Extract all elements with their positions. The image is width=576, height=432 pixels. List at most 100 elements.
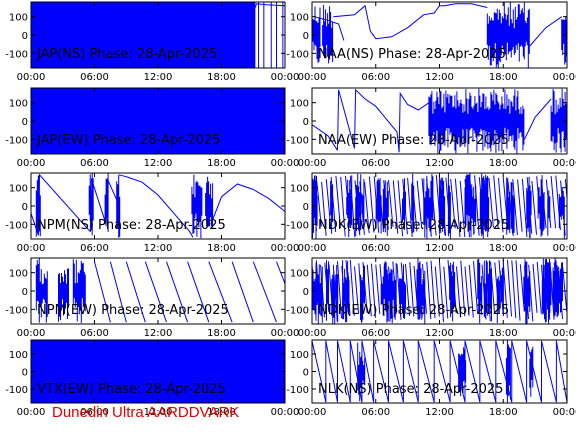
noise-strokes xyxy=(312,262,318,321)
x-tick-label: 00:00 xyxy=(298,243,327,254)
phase-wrap-segment xyxy=(555,340,567,403)
phase-series-line xyxy=(276,261,285,284)
y-tick-label: 0 xyxy=(22,287,28,298)
y-tick-label: 100 xyxy=(9,99,28,110)
noise-band xyxy=(31,88,285,154)
noise-strokes xyxy=(547,190,551,236)
phase-series-line xyxy=(109,261,127,323)
noise-strokes xyxy=(326,260,329,321)
noise-strokes xyxy=(439,179,446,235)
phase-wrap-segment xyxy=(373,340,389,403)
x-tick-label: 00:00 xyxy=(553,328,576,339)
panel-title: NDK(EW) Phase: 28-Apr-2025 xyxy=(318,303,509,318)
noise-strokes xyxy=(417,262,422,320)
noise-strokes xyxy=(35,175,41,237)
phase-wrap-segment xyxy=(337,340,351,403)
y-tick-label: 100 xyxy=(9,184,28,195)
phase-series-line xyxy=(187,261,210,323)
noise-strokes xyxy=(346,175,353,238)
x-tick-label: 18:00 xyxy=(207,328,236,339)
y-tick-label: 0 xyxy=(303,31,309,42)
phase-series-line xyxy=(231,261,254,323)
phase-series-line xyxy=(125,261,146,323)
x-tick-label: 06:00 xyxy=(80,243,109,254)
y-tick-label: -100 xyxy=(286,385,309,396)
noise-strokes xyxy=(537,175,545,237)
noise-strokes xyxy=(411,173,415,234)
plot-area xyxy=(31,2,285,68)
y-tick-label: -100 xyxy=(286,49,309,60)
y-tick-label: 0 xyxy=(303,117,309,128)
noise-strokes xyxy=(523,261,531,324)
plot-area xyxy=(312,173,567,239)
noise-strokes xyxy=(529,346,534,397)
phase-wrap-segment xyxy=(349,340,363,403)
phase-wrap-segment xyxy=(433,340,451,403)
noise-strokes xyxy=(477,258,483,324)
plot-area xyxy=(31,88,285,154)
phase-wrap-segment xyxy=(417,340,435,403)
x-tick-label: 00:00 xyxy=(271,243,300,254)
x-tick-label: 06:00 xyxy=(361,72,390,83)
phase-wrap-segment xyxy=(402,340,419,403)
panel-title: NLK(NS) Phase: 28-Apr-2025 xyxy=(318,382,503,397)
phase-series-line xyxy=(37,173,91,236)
phase-series-line xyxy=(313,16,345,41)
y-tick-label: -100 xyxy=(286,220,309,231)
noise-strokes xyxy=(561,17,567,65)
noise-strokes xyxy=(449,261,456,322)
y-tick-label: 0 xyxy=(22,202,28,213)
y-tick-label: 0 xyxy=(22,368,28,379)
y-tick-label: -100 xyxy=(286,135,309,146)
x-tick-label: 12:00 xyxy=(144,407,173,418)
x-tick-label: 00:00 xyxy=(298,328,327,339)
phase-series-line xyxy=(210,183,285,225)
panel-title: JAP(NS) Phase: 28-Apr-2025 xyxy=(36,47,217,62)
x-tick-label: 18:00 xyxy=(489,407,518,418)
noise-strokes xyxy=(322,4,334,64)
noise-strokes xyxy=(447,173,451,239)
x-tick-label: 06:00 xyxy=(361,243,390,254)
x-tick-label: 18:00 xyxy=(207,72,236,83)
y-tick-label: -100 xyxy=(5,305,28,316)
noise-strokes xyxy=(426,174,434,239)
noise-strokes xyxy=(423,175,429,238)
noise-strokes xyxy=(500,259,504,317)
phase-series-line xyxy=(354,88,400,153)
phase-series-line xyxy=(529,16,562,47)
noise-strokes xyxy=(486,2,530,68)
x-tick-label: 00:00 xyxy=(553,243,576,254)
x-tick-label: 00:00 xyxy=(553,407,576,418)
phase-series-line xyxy=(118,174,194,238)
plot-area xyxy=(31,173,285,239)
x-tick-label: 12:00 xyxy=(425,243,454,254)
noise-strokes xyxy=(496,270,501,323)
phase-wrap-segment xyxy=(526,340,542,403)
phase-panel: 100 0 -100 00:00 06:00 12:00 18:00 00:00 JAP(NS)… xyxy=(5,1,299,83)
phase-wrap-segment xyxy=(511,340,528,403)
noise-strokes xyxy=(58,268,69,322)
plot-area xyxy=(312,2,567,68)
phase-panel: 100 0 -100 00:00 06:00 12:00 18:00 00:00 NDK(EW)… xyxy=(286,172,576,254)
y-tick-label: 0 xyxy=(303,368,309,379)
plot-area xyxy=(312,340,567,403)
phase-series-line xyxy=(89,178,107,232)
phase-series-line xyxy=(312,124,338,151)
x-tick-label: 06:00 xyxy=(80,72,109,83)
x-tick-label: 18:00 xyxy=(489,243,518,254)
x-tick-label: 00:00 xyxy=(298,72,327,83)
y-tick-label: -100 xyxy=(5,135,28,146)
noise-strokes xyxy=(421,270,426,324)
panel-title: NAA(NS) Phase: 28-Apr-2025 xyxy=(318,47,506,62)
noise-strokes xyxy=(399,264,406,319)
x-tick-label: 06:00 xyxy=(80,328,109,339)
noise-strokes xyxy=(104,173,109,232)
noise-strokes xyxy=(510,182,515,236)
plot-area xyxy=(31,340,285,403)
y-tick-label: 0 xyxy=(303,287,309,298)
x-tick-label: 12:00 xyxy=(425,407,454,418)
noise-strokes xyxy=(314,175,318,226)
x-tick-label: 12:00 xyxy=(425,72,454,83)
x-tick-label: 00:00 xyxy=(553,72,576,83)
x-tick-label: 18:00 xyxy=(207,158,236,169)
